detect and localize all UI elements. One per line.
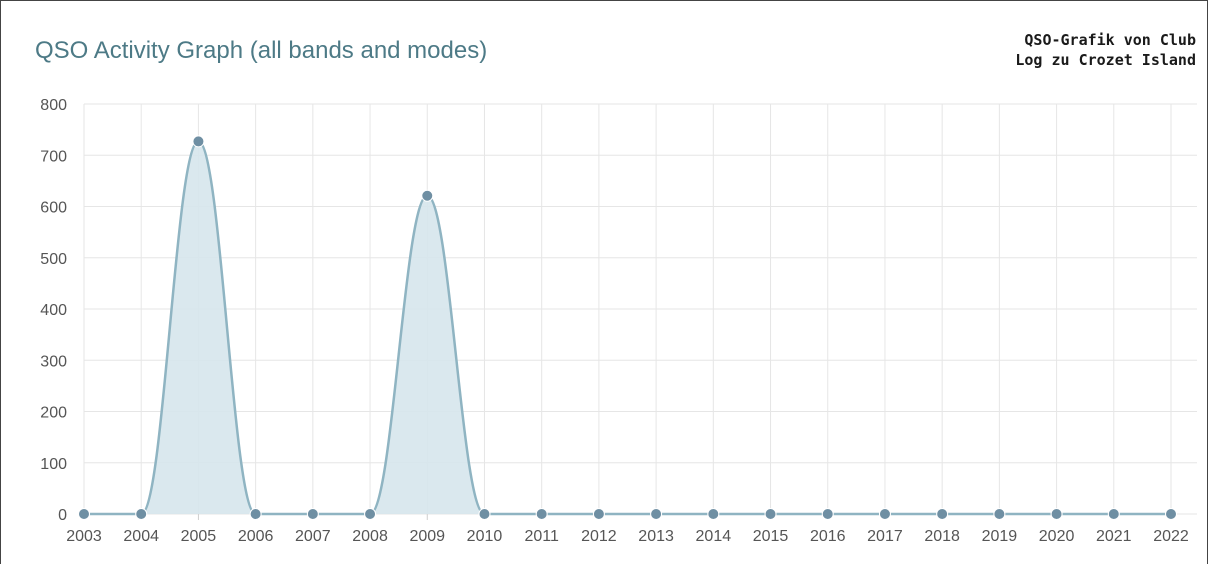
data-point-2005 xyxy=(192,135,205,148)
data-point-2014 xyxy=(707,508,720,520)
y-tick-label: 600 xyxy=(40,200,67,217)
series-line xyxy=(84,140,1171,516)
data-point-2006 xyxy=(249,508,262,520)
x-tick-label: 2011 xyxy=(524,528,559,545)
data-point-2018 xyxy=(936,508,949,520)
image-caption: QSO-Grafik von Club Log zu Crozet Island xyxy=(976,30,1196,70)
chart-title: QSO Activity Graph (all bands and modes) xyxy=(35,37,488,64)
x-tick-label: 2006 xyxy=(238,528,274,545)
x-tick-label: 2018 xyxy=(924,528,960,545)
data-point-2022 xyxy=(1165,508,1177,520)
data-point-2009 xyxy=(421,189,434,202)
data-point-2008 xyxy=(364,508,377,520)
caption-line-2: Log zu Crozet Island xyxy=(1015,51,1196,69)
x-tick-label: 2012 xyxy=(581,528,617,545)
x-tick-label: 2016 xyxy=(810,528,846,545)
data-point-2013 xyxy=(650,508,663,520)
x-tick-label: 2003 xyxy=(66,528,102,545)
x-tick-label: 2021 xyxy=(1096,528,1132,545)
x-tick-label: 2014 xyxy=(696,528,732,545)
x-tick-label: 2013 xyxy=(638,528,674,545)
y-tick-label: 800 xyxy=(40,97,67,114)
y-tick-label: 700 xyxy=(40,148,67,165)
x-tick-label: 2020 xyxy=(1039,528,1075,545)
data-point-2004 xyxy=(135,508,148,520)
y-tick-label: 100 xyxy=(40,456,67,473)
x-tick-label: 2022 xyxy=(1153,528,1189,545)
x-tick-label: 2005 xyxy=(181,528,217,545)
y-tick-label: 300 xyxy=(40,353,67,370)
data-point-2012 xyxy=(592,508,605,520)
data-point-2003 xyxy=(78,508,90,520)
y-tick-label: 500 xyxy=(40,251,67,268)
x-tick-label: 2009 xyxy=(409,528,445,545)
data-point-2015 xyxy=(764,508,777,520)
x-tick-label: 2010 xyxy=(467,528,503,545)
y-tick-label: 400 xyxy=(40,302,67,319)
x-tick-label: 2004 xyxy=(123,528,159,545)
data-point-2007 xyxy=(306,508,319,520)
x-tick-label: 2007 xyxy=(295,528,331,545)
x-tick-label: 2017 xyxy=(867,528,903,545)
data-point-2020 xyxy=(1050,508,1063,520)
data-point-2016 xyxy=(821,508,834,520)
y-tick-label: 0 xyxy=(58,507,67,524)
caption-line-1: QSO-Grafik von Club xyxy=(1024,31,1196,49)
y-tick-label: 200 xyxy=(40,405,67,422)
data-point-2019 xyxy=(993,508,1006,520)
data-point-2011 xyxy=(535,508,548,520)
x-tick-label: 2015 xyxy=(753,528,789,545)
x-tick-label: 2019 xyxy=(982,528,1018,545)
data-point-2021 xyxy=(1107,508,1120,520)
data-point-2010 xyxy=(478,508,491,520)
series-area-fill xyxy=(84,141,1171,514)
data-point-2017 xyxy=(878,508,891,520)
x-tick-label: 2008 xyxy=(352,528,388,545)
